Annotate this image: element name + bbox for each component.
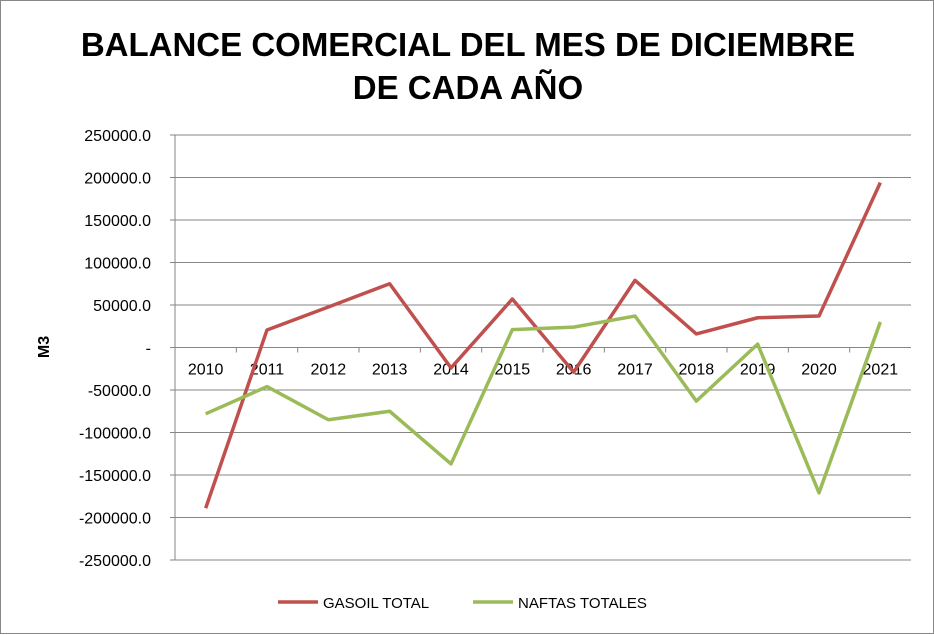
y-tick-label: - [146,341,151,358]
y-tick-label: -200000.0 [79,511,151,528]
x-tick-label: 2018 [679,362,715,379]
y-tick-label: -100000.0 [79,426,151,443]
y-tick-label: 50000.0 [93,298,151,315]
y-tick-label: -50000.0 [88,383,151,400]
y-tick-label: -150000.0 [79,468,151,485]
y-axis-label: M3 [36,336,53,358]
y-tick-label: 200000.0 [84,171,151,188]
x-tick-label: 2017 [617,362,653,379]
y-tick-label: 100000.0 [84,256,151,273]
x-tick-label: 2010 [188,362,224,379]
y-tick-label: -250000.0 [79,553,151,570]
legend-label: NAFTAS TOTALES [518,595,647,612]
x-tick-label: 2021 [863,362,899,379]
legend-label: GASOIL TOTAL [323,595,429,612]
x-tick-label: 2015 [495,362,531,379]
chart-title-line-1: BALANCE COMERCIAL DEL MES DE DICIEMBRE [81,26,855,63]
x-tick-label: 2014 [433,362,469,379]
x-tick-label: 2012 [311,362,347,379]
y-tick-label: 150000.0 [84,213,151,230]
x-tick-label: 2020 [801,362,837,379]
y-tick-label: 250000.0 [84,128,151,145]
chart-title-line-2: DE CADA AÑO [353,69,583,106]
series-line-0 [206,183,881,509]
series-line-1 [206,316,881,493]
x-tick-label: 2013 [372,362,408,379]
